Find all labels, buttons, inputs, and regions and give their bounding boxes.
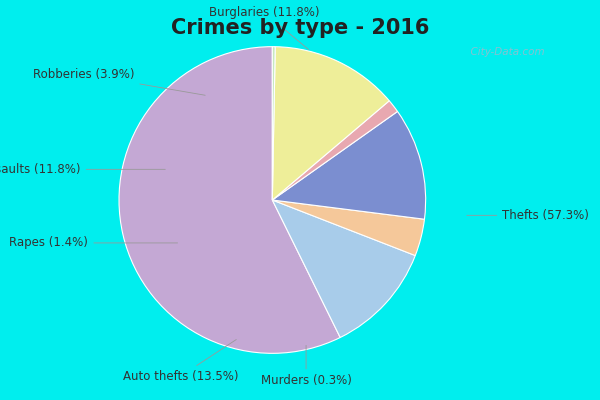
Text: Robberies (3.9%): Robberies (3.9%) <box>33 68 205 95</box>
Wedge shape <box>119 47 340 353</box>
Wedge shape <box>272 112 425 219</box>
Wedge shape <box>272 200 424 256</box>
Wedge shape <box>272 47 389 200</box>
Wedge shape <box>272 200 415 338</box>
Text: Burglaries (11.8%): Burglaries (11.8%) <box>209 6 320 50</box>
Text: Murders (0.3%): Murders (0.3%) <box>260 345 352 388</box>
Text: Thefts (57.3%): Thefts (57.3%) <box>467 209 589 222</box>
Text: Crimes by type - 2016: Crimes by type - 2016 <box>171 18 429 38</box>
Text: Assaults (11.8%): Assaults (11.8%) <box>0 163 165 176</box>
Text: Rapes (1.4%): Rapes (1.4%) <box>10 236 178 250</box>
Text: Auto thefts (13.5%): Auto thefts (13.5%) <box>122 340 238 383</box>
Wedge shape <box>272 101 398 200</box>
Wedge shape <box>272 47 275 200</box>
Text: City-Data.com: City-Data.com <box>464 47 544 57</box>
